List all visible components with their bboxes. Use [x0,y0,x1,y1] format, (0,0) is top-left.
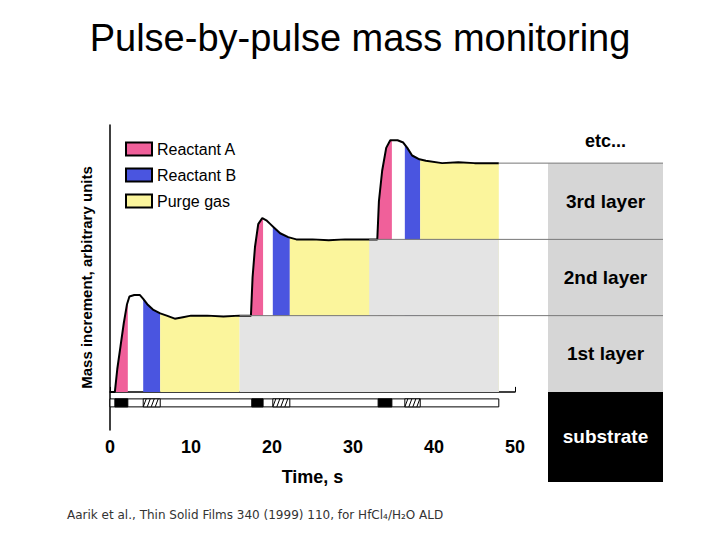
svg-text:40: 40 [424,437,444,457]
svg-text:Aarik et al., Thin Solid Films: Aarik et al., Thin Solid Films 340 (1999… [67,508,443,522]
svg-text:1st layer: 1st layer [567,343,645,364]
svg-text:3rd layer: 3rd layer [566,191,646,212]
svg-text:2nd layer: 2nd layer [564,267,648,288]
svg-text:50: 50 [505,437,525,457]
svg-text:Pulse-by-pulse mass monitoring: Pulse-by-pulse mass monitoring [90,17,631,59]
svg-text:20: 20 [262,437,282,457]
svg-text:Mass increment, arbitrary unit: Mass increment, arbitrary units [78,166,95,389]
svg-text:substrate: substrate [563,426,649,447]
svg-text:0: 0 [105,437,115,457]
svg-text:etc...: etc... [585,131,626,151]
svg-text:Reactant A: Reactant A [157,141,236,158]
svg-text:Time, s: Time, s [282,467,344,487]
svg-text:Reactant B: Reactant B [157,167,236,184]
svg-text:Purge gas: Purge gas [157,193,230,210]
svg-text:10: 10 [181,437,201,457]
svg-text:30: 30 [343,437,363,457]
